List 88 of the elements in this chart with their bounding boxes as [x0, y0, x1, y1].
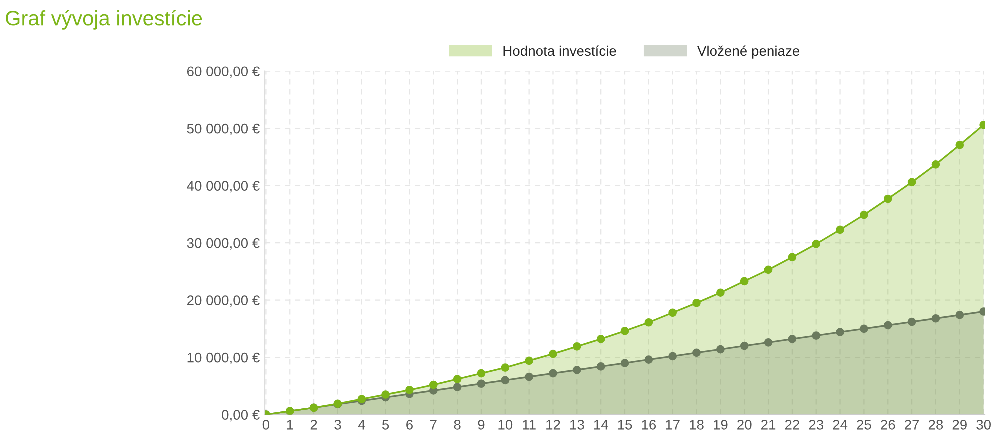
x-tick-label: 27: [905, 420, 920, 430]
point: [692, 348, 701, 358]
x-tick-label: 13: [570, 420, 584, 430]
y-tick-label: 10 000,00 €: [188, 352, 260, 364]
y-tick-label: 60 000,00 €: [187, 66, 260, 78]
x-tick-label: 11: [523, 420, 536, 430]
y-tick-label: 40 000,00 €: [187, 181, 260, 193]
point: [764, 266, 773, 274]
x-tick-label: 6: [406, 420, 413, 430]
y-tick-label: 30 000,00 €: [187, 238, 260, 250]
y-tick-label: 0,00 €: [222, 410, 260, 422]
point: [716, 345, 725, 354]
x-tick-label: 14: [594, 420, 608, 430]
point: [382, 390, 390, 399]
legend-label: Vložené peniaze: [698, 46, 800, 59]
point: [860, 210, 868, 220]
point: [596, 335, 606, 344]
x-tick-label: 25: [857, 420, 872, 430]
x-tick-label: 8: [454, 420, 461, 430]
point: [453, 383, 462, 392]
x-tick-label: 30: [976, 420, 991, 430]
point: [549, 369, 558, 378]
x-tick-label: 2: [310, 420, 318, 430]
x-tick-label: 26: [881, 420, 896, 430]
x-tick-label: 19: [714, 420, 728, 430]
point: [956, 141, 964, 150]
x-tick-label: 21: [761, 420, 776, 430]
y-tick-label: 20 000,00 €: [187, 296, 260, 308]
point: [764, 338, 773, 347]
point: [740, 277, 749, 286]
x-tick-label: 28: [928, 420, 944, 430]
point: [453, 375, 462, 384]
x-tick-label: 18: [690, 420, 704, 430]
point: [620, 359, 630, 368]
point: [788, 253, 797, 262]
x-tick-label: 1: [287, 420, 294, 430]
point: [836, 328, 844, 337]
point: [668, 352, 678, 361]
point: [668, 308, 678, 318]
point: [429, 380, 438, 390]
point: [908, 318, 916, 326]
x-tick-label: 29: [952, 420, 967, 430]
x-tick-label: 20: [738, 420, 752, 430]
point: [644, 356, 654, 364]
x-tick-label: 4: [358, 420, 366, 430]
point: [932, 314, 940, 323]
point: [956, 311, 964, 320]
x-tick-label: 7: [430, 420, 437, 430]
point: [477, 380, 486, 388]
point: [406, 386, 414, 394]
x-tick-label: 24: [833, 420, 848, 430]
point: [812, 332, 821, 340]
x-tick-label: 0: [262, 420, 270, 430]
point: [572, 366, 582, 374]
point: [716, 288, 725, 298]
point: [932, 160, 940, 169]
legend-label: Hodnota investície: [504, 46, 616, 56]
point: [501, 376, 510, 385]
y-tick-label: 50 000,00 €: [187, 124, 260, 136]
x-tick-label: 12: [546, 420, 560, 430]
point: [525, 356, 534, 366]
x-tick-label: 17: [666, 420, 680, 430]
point: [644, 318, 654, 327]
x-tick-label: 3: [334, 420, 342, 430]
point: [740, 342, 749, 350]
point: [884, 321, 892, 330]
point: [788, 335, 797, 344]
x-tick-label: 10: [498, 420, 513, 430]
point: [884, 194, 892, 204]
point: [836, 226, 844, 234]
x-tick-label: 15: [618, 420, 632, 430]
point: [620, 327, 630, 336]
x-tick-label: 22: [785, 420, 800, 430]
point: [596, 362, 606, 371]
x-tick-label: 9: [478, 420, 485, 430]
point: [908, 178, 916, 187]
point: [692, 299, 701, 308]
point: [812, 240, 821, 248]
point: [860, 324, 868, 334]
chart-title: Graf vývoja investície: [6, 10, 202, 30]
x-tick-label: 16: [642, 420, 656, 430]
x-tick-label: 23: [809, 420, 824, 430]
point: [572, 342, 582, 351]
point: [549, 350, 558, 358]
point: [501, 364, 510, 372]
x-tick-label: 5: [382, 420, 390, 430]
point: [477, 369, 486, 378]
point: [525, 372, 534, 382]
